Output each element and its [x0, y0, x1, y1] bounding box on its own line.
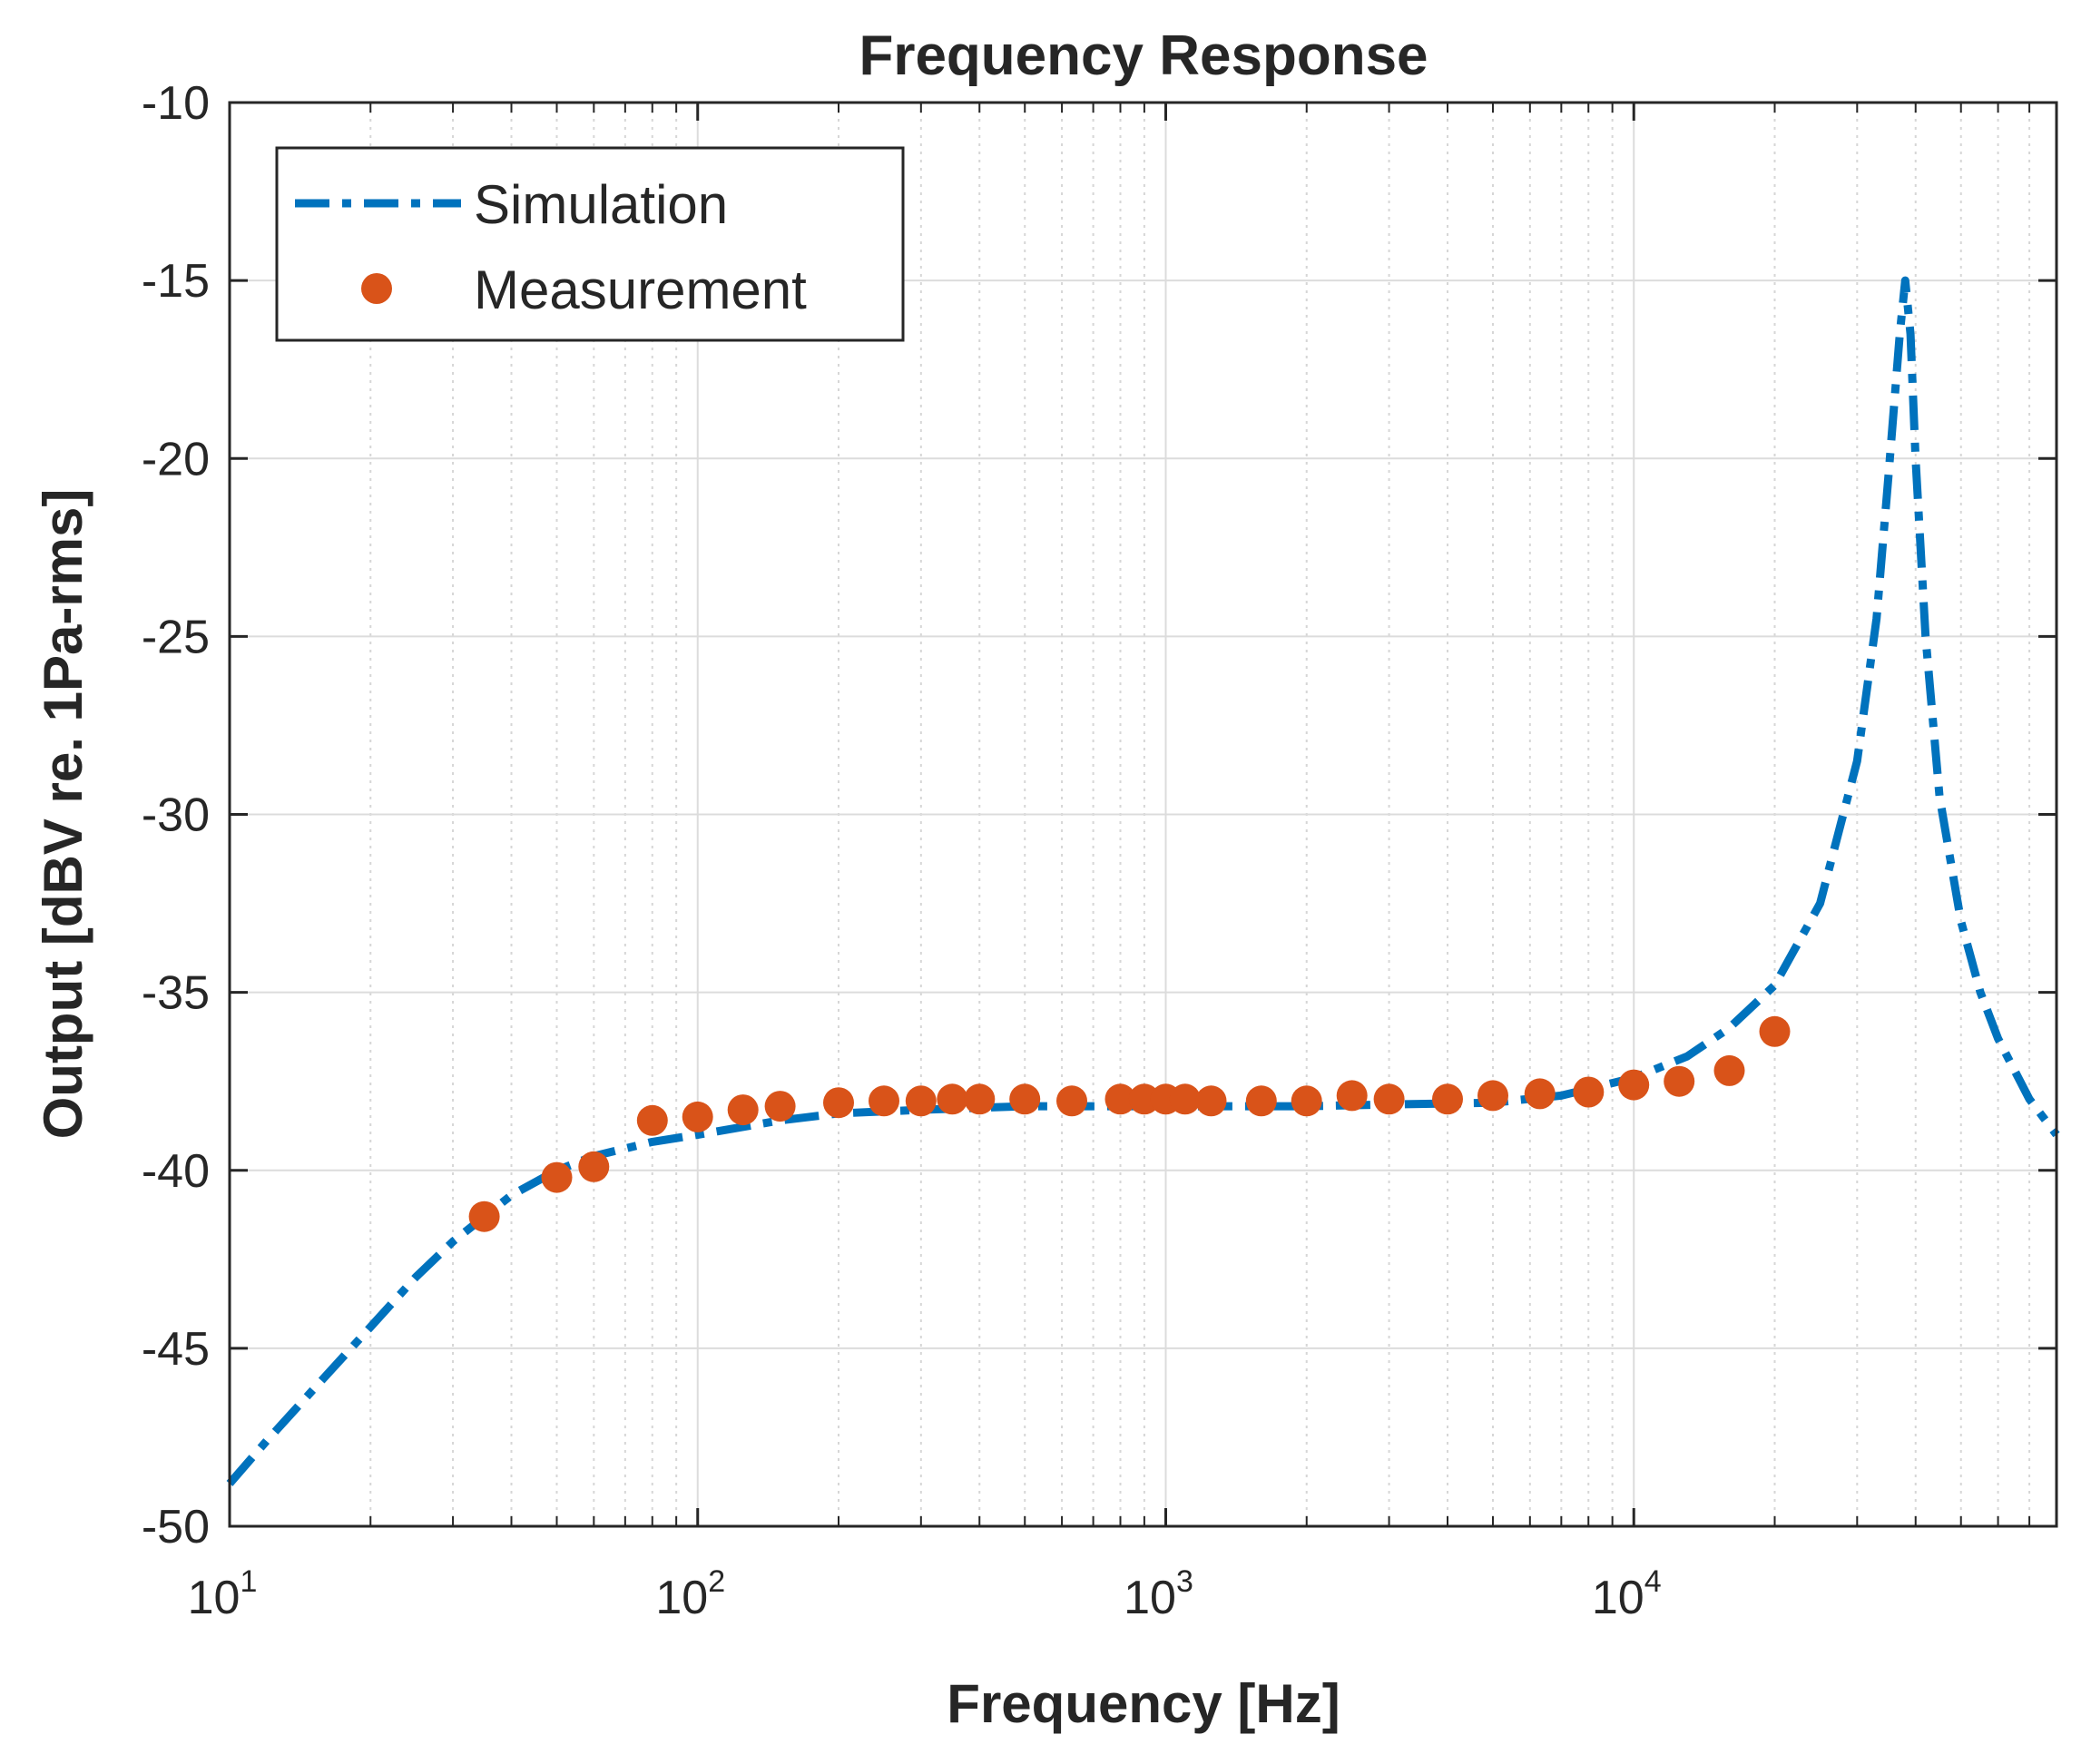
measurement-point	[1169, 1083, 1201, 1115]
measurement-point	[1373, 1083, 1405, 1115]
x-tick-label: 102	[655, 1564, 725, 1624]
measurement-point	[727, 1094, 759, 1126]
simulation-series	[226, 276, 2060, 1486]
measurement-point	[541, 1161, 573, 1193]
y-tick-label: -30	[142, 789, 210, 842]
measurement-point	[1009, 1083, 1041, 1115]
x-axis-label: Frequency [Hz]	[947, 1673, 1340, 1734]
measurement-point	[1104, 1083, 1136, 1115]
measurement-point	[1664, 1065, 1695, 1097]
measurement-point	[823, 1087, 854, 1119]
measurement-point	[1524, 1078, 1556, 1110]
x-tick-label: 104	[1592, 1564, 1662, 1624]
legend-measurement-label: Measurement	[474, 260, 807, 320]
measurement-point	[1477, 1080, 1508, 1112]
measurement-point	[1336, 1080, 1368, 1112]
measurement-point	[578, 1151, 610, 1182]
measurement-point	[1713, 1054, 1745, 1086]
x-tick-label: 103	[1124, 1564, 1193, 1624]
measurement-point	[682, 1101, 713, 1132]
y-tick-label: -20	[142, 433, 210, 485]
measurement-point	[964, 1083, 996, 1115]
measurement-point	[1291, 1085, 1322, 1117]
legend: Simulation Measurement	[275, 146, 905, 342]
measurement-series	[468, 1015, 1791, 1232]
legend-measurement-marker	[361, 273, 392, 304]
y-tick-label: -40	[142, 1145, 210, 1198]
measurement-point	[1056, 1085, 1087, 1117]
measurement-point	[1245, 1085, 1277, 1117]
y-tick-label: -15	[142, 255, 210, 308]
measurement-point	[905, 1085, 937, 1117]
measurement-point	[1128, 1083, 1160, 1115]
simulation-line	[226, 276, 2060, 1486]
y-tick-label: -10	[142, 77, 210, 130]
x-tick-labels: 101 102 103 104	[188, 1564, 1662, 1624]
y-tick-label: -25	[142, 611, 210, 663]
legend-box	[275, 146, 905, 342]
x-tick-label: 101	[188, 1564, 258, 1624]
y-tick-label: -50	[142, 1501, 210, 1553]
y-tick-labels: -50 -45 -40 -35 -30 -25 -20 -15 -10	[142, 77, 210, 1553]
measurement-point	[1759, 1015, 1791, 1047]
axis-ticks	[228, 101, 2057, 1528]
measurement-point	[636, 1104, 668, 1136]
y-tick-label: -35	[142, 967, 210, 1020]
measurement-point	[1432, 1083, 1463, 1115]
measurement-point	[937, 1083, 968, 1115]
y-axis-label: Output [dBV re. 1Pa-rms]	[33, 489, 93, 1140]
measurement-point	[1618, 1069, 1650, 1101]
measurement-point	[1195, 1085, 1227, 1117]
measurement-point	[468, 1200, 500, 1232]
measurement-point	[869, 1085, 899, 1117]
y-tick-label: -45	[142, 1323, 210, 1376]
chart-title: Frequency Response	[859, 24, 1428, 87]
legend-simulation-label: Simulation	[474, 174, 728, 235]
measurement-point	[764, 1091, 796, 1122]
measurement-point	[1573, 1076, 1605, 1108]
